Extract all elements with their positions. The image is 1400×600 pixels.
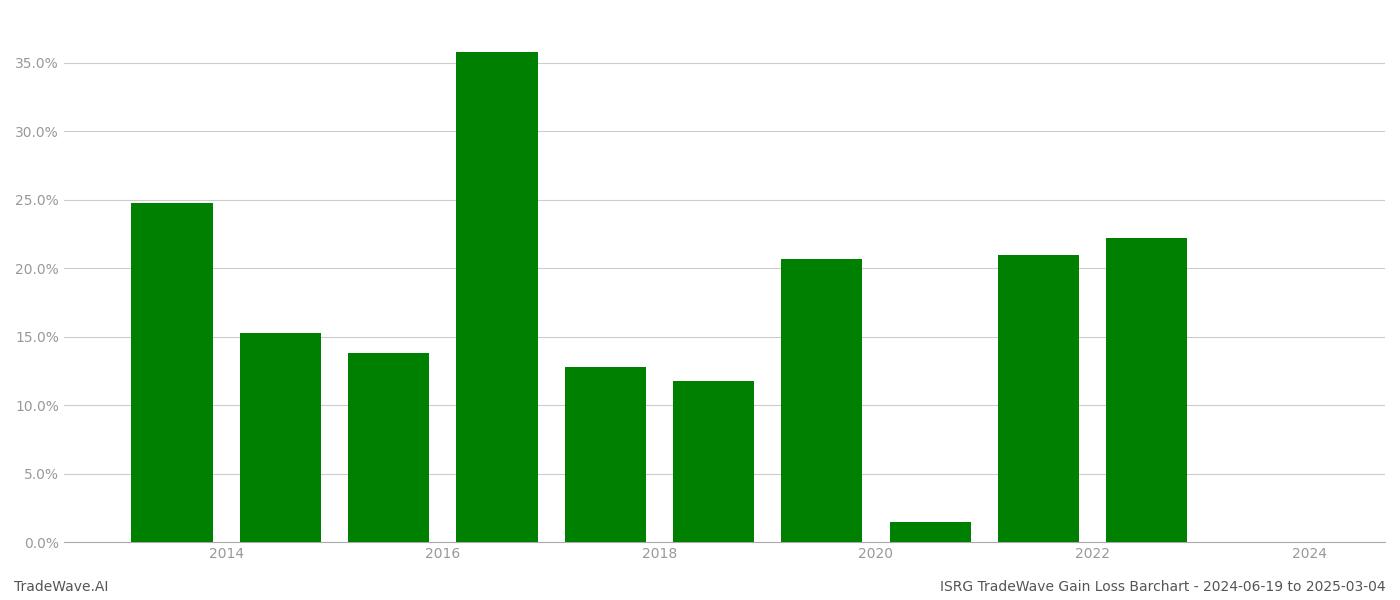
Text: TradeWave.AI: TradeWave.AI: [14, 580, 108, 594]
Bar: [781, 259, 862, 542]
Text: ISRG TradeWave Gain Loss Barchart - 2024-06-19 to 2025-03-04: ISRG TradeWave Gain Loss Barchart - 2024…: [941, 580, 1386, 594]
Bar: [349, 353, 430, 542]
Bar: [1106, 238, 1187, 542]
Bar: [889, 521, 970, 542]
Bar: [239, 332, 321, 542]
Bar: [673, 380, 755, 542]
Bar: [998, 254, 1079, 542]
Bar: [564, 367, 645, 542]
Bar: [456, 52, 538, 542]
Bar: [132, 203, 213, 542]
